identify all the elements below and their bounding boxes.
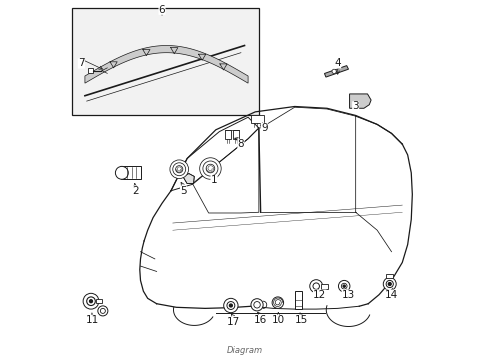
Circle shape <box>271 297 283 309</box>
Circle shape <box>312 283 319 289</box>
Text: 8: 8 <box>237 139 244 149</box>
Circle shape <box>169 160 188 179</box>
Text: 9: 9 <box>261 123 267 133</box>
Circle shape <box>83 293 99 309</box>
Circle shape <box>203 161 218 176</box>
Text: 4: 4 <box>334 58 340 68</box>
Polygon shape <box>324 66 348 77</box>
Circle shape <box>199 158 221 179</box>
Text: 14: 14 <box>384 290 397 300</box>
Bar <box>88 68 93 73</box>
Circle shape <box>387 283 390 285</box>
Circle shape <box>383 278 395 291</box>
Bar <box>320 284 327 289</box>
Circle shape <box>226 302 234 310</box>
Circle shape <box>115 166 128 179</box>
Circle shape <box>331 69 336 73</box>
Polygon shape <box>349 94 370 108</box>
Polygon shape <box>85 45 247 83</box>
Text: 10: 10 <box>271 315 285 325</box>
Bar <box>121 166 140 179</box>
Circle shape <box>343 285 345 287</box>
Circle shape <box>253 302 260 308</box>
Circle shape <box>89 300 92 303</box>
Bar <box>96 299 102 303</box>
Text: 7: 7 <box>78 58 84 68</box>
Circle shape <box>229 304 232 307</box>
Circle shape <box>341 283 346 289</box>
Circle shape <box>175 166 183 173</box>
Text: 3: 3 <box>352 102 358 112</box>
Bar <box>250 116 263 123</box>
Text: 17: 17 <box>226 317 240 327</box>
Text: 6: 6 <box>159 5 165 15</box>
Text: 2: 2 <box>132 186 138 196</box>
Bar <box>72 8 258 116</box>
Circle shape <box>100 309 105 314</box>
Circle shape <box>309 280 322 293</box>
Bar <box>386 274 392 278</box>
Circle shape <box>250 299 263 311</box>
Circle shape <box>386 280 392 288</box>
Text: Diagram: Diagram <box>226 346 262 355</box>
Circle shape <box>206 164 214 173</box>
Circle shape <box>338 280 349 292</box>
Text: 11: 11 <box>85 315 99 325</box>
Text: 5: 5 <box>180 186 186 196</box>
Polygon shape <box>183 174 194 184</box>
Bar <box>294 291 302 309</box>
Circle shape <box>86 297 95 306</box>
Bar <box>224 130 231 139</box>
Text: 12: 12 <box>312 290 326 300</box>
Circle shape <box>98 306 108 316</box>
Text: 13: 13 <box>341 290 354 300</box>
Circle shape <box>223 298 238 313</box>
Text: 15: 15 <box>294 315 307 325</box>
Circle shape <box>172 163 185 176</box>
Text: 1: 1 <box>210 175 217 185</box>
Bar <box>233 130 239 139</box>
Text: 16: 16 <box>253 315 267 325</box>
